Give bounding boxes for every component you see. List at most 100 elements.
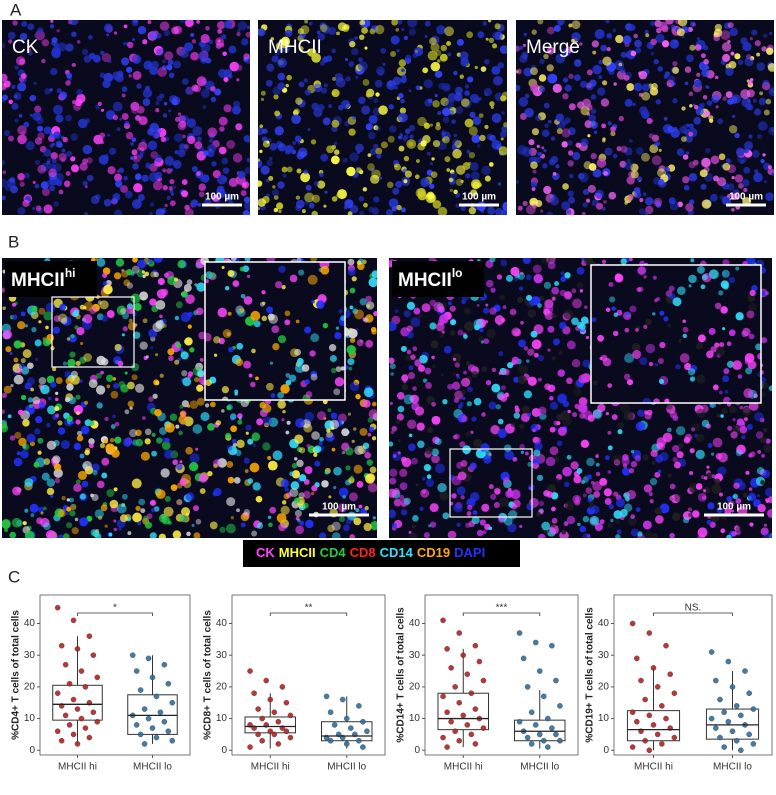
cell bbox=[222, 386, 229, 393]
cell bbox=[84, 401, 88, 405]
cell bbox=[605, 498, 612, 505]
cell bbox=[397, 392, 405, 400]
cell bbox=[193, 424, 203, 434]
cell bbox=[631, 450, 634, 453]
cell bbox=[145, 429, 152, 436]
cell bbox=[42, 188, 50, 196]
cell bbox=[309, 203, 315, 209]
cell bbox=[294, 434, 303, 443]
cell bbox=[711, 453, 714, 456]
cell bbox=[11, 103, 18, 110]
cell bbox=[247, 140, 250, 143]
cell bbox=[656, 99, 661, 104]
cell bbox=[214, 354, 217, 357]
cell bbox=[549, 159, 556, 166]
cell bbox=[647, 118, 653, 124]
cell bbox=[65, 43, 73, 51]
cell bbox=[132, 374, 138, 380]
cell bbox=[36, 517, 43, 524]
cell bbox=[407, 302, 415, 310]
cell bbox=[138, 194, 145, 201]
cell bbox=[577, 267, 585, 275]
cell bbox=[488, 19, 491, 22]
cell bbox=[629, 24, 636, 31]
cell bbox=[122, 333, 125, 336]
cell bbox=[454, 398, 459, 403]
point bbox=[726, 719, 731, 724]
cell bbox=[228, 312, 232, 316]
cell bbox=[37, 27, 43, 33]
cell bbox=[574, 500, 580, 506]
point bbox=[55, 605, 60, 610]
cell bbox=[676, 426, 685, 435]
cell bbox=[474, 398, 482, 406]
cell bbox=[658, 358, 664, 364]
cell bbox=[152, 322, 162, 332]
cell bbox=[712, 484, 722, 494]
cell bbox=[163, 185, 168, 190]
cell bbox=[169, 168, 173, 172]
cell bbox=[332, 448, 336, 452]
cell bbox=[100, 371, 104, 375]
cell bbox=[542, 129, 550, 137]
cell bbox=[149, 212, 153, 216]
cell bbox=[171, 96, 180, 105]
cell bbox=[286, 75, 292, 81]
point bbox=[549, 725, 554, 730]
cell bbox=[358, 97, 366, 105]
cell bbox=[182, 78, 189, 85]
cell bbox=[368, 153, 372, 157]
cell bbox=[627, 159, 631, 163]
cell bbox=[278, 210, 281, 213]
cell bbox=[553, 338, 560, 345]
cell bbox=[344, 205, 348, 209]
point bbox=[280, 684, 285, 689]
cell bbox=[177, 260, 185, 268]
cell bbox=[311, 139, 316, 144]
cell bbox=[742, 179, 750, 187]
point bbox=[87, 735, 92, 740]
cell bbox=[683, 334, 687, 338]
cell bbox=[287, 421, 291, 425]
cell bbox=[184, 205, 190, 211]
cell bbox=[719, 342, 724, 347]
title-sup: lo bbox=[452, 266, 463, 280]
cell bbox=[349, 492, 358, 501]
cell bbox=[756, 53, 760, 57]
cell bbox=[537, 303, 542, 308]
cell bbox=[244, 202, 252, 210]
cell bbox=[187, 136, 195, 144]
cell bbox=[452, 139, 460, 147]
cell bbox=[209, 272, 216, 279]
cell bbox=[544, 282, 551, 289]
cell bbox=[663, 433, 673, 443]
cell bbox=[501, 111, 504, 114]
cell bbox=[284, 493, 290, 499]
cell bbox=[59, 304, 66, 311]
cell bbox=[225, 72, 229, 76]
cell bbox=[679, 126, 686, 133]
cell bbox=[750, 37, 753, 40]
cell bbox=[369, 29, 375, 35]
cell bbox=[694, 80, 702, 88]
cell bbox=[761, 454, 765, 458]
cell bbox=[53, 327, 60, 334]
cell bbox=[350, 338, 355, 343]
cell bbox=[674, 462, 681, 469]
cell bbox=[722, 96, 727, 101]
cell bbox=[526, 295, 532, 301]
point bbox=[643, 697, 648, 702]
cell bbox=[424, 464, 431, 471]
cell bbox=[101, 315, 107, 321]
cell bbox=[21, 395, 26, 400]
cell bbox=[501, 138, 504, 141]
point bbox=[71, 618, 76, 623]
cell bbox=[220, 43, 225, 48]
point bbox=[75, 741, 80, 746]
cell bbox=[583, 533, 591, 541]
cell bbox=[565, 85, 572, 92]
cell bbox=[692, 510, 700, 518]
cell bbox=[147, 513, 153, 519]
cell bbox=[490, 288, 495, 293]
cell bbox=[567, 341, 576, 350]
